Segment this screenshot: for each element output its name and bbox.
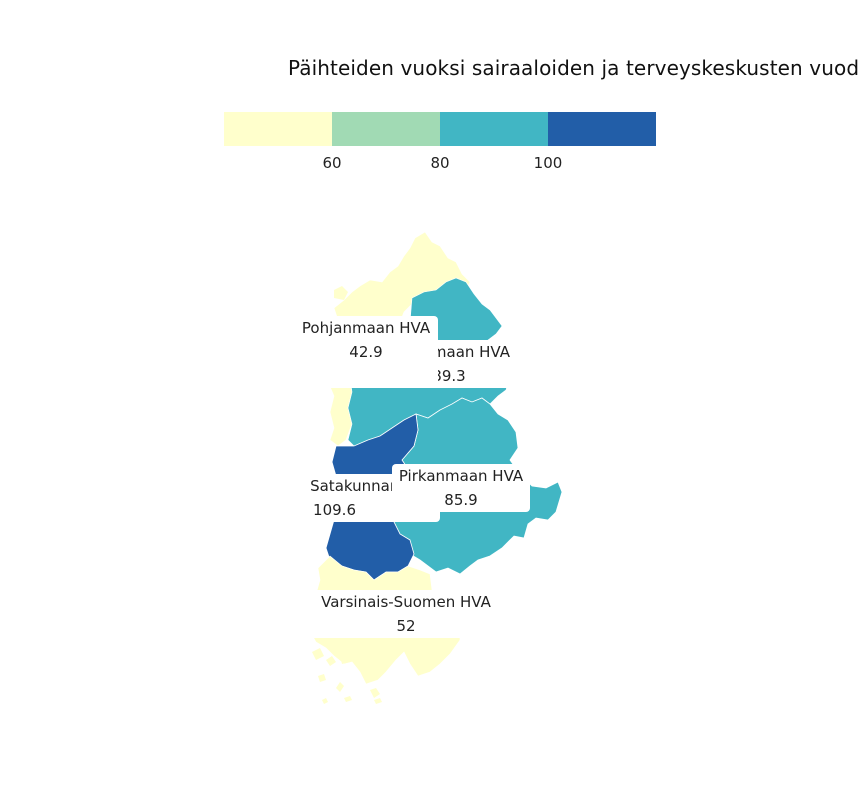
map-title: Päihteiden vuoksi sairaaloiden ja tervey… — [288, 56, 860, 80]
legend-tick: 100 — [533, 154, 563, 172]
region-name: Pohjanmaan HVA — [301, 319, 431, 337]
color-legend — [224, 112, 656, 146]
region-name: Pirkanmaan HVA — [398, 467, 524, 485]
region-pohjanmaa-islands — [334, 284, 404, 308]
legend-bin-2 — [332, 112, 440, 146]
region-label-varsinais-suomi: Varsinais-Suomen HVA 52 — [306, 590, 506, 638]
region-value: 52 — [396, 617, 416, 635]
region-label-pirkanmaa: Pirkanmaan HVA 85.9 — [392, 464, 530, 512]
legend-tick: 60 — [322, 154, 342, 172]
legend-tick: 80 — [430, 154, 450, 172]
region-label-pohjanmaa: Pohjanmaan HVA 42.9 — [294, 316, 438, 388]
legend-bin-3 — [440, 112, 548, 146]
region-name: Varsinais-Suomen HVA — [321, 593, 491, 611]
region-label-etela-pohjanmaa: ımaan HVA 89.3 — [382, 340, 516, 388]
region-value: 85.9 — [444, 491, 478, 509]
region-value: 42.9 — [349, 343, 383, 361]
region-name: ımaan HVA — [427, 343, 510, 361]
legend-bin-1 — [224, 112, 332, 146]
region-varsinais-suomi-islands — [312, 648, 382, 704]
region-label-satakunta: Satakunnar 109.6 — [302, 474, 440, 522]
region-value: 109.6 — [313, 501, 356, 519]
legend-bin-4 — [548, 112, 656, 146]
region-name: Satakunnar — [310, 477, 396, 495]
region-value: 89.3 — [432, 367, 466, 385]
